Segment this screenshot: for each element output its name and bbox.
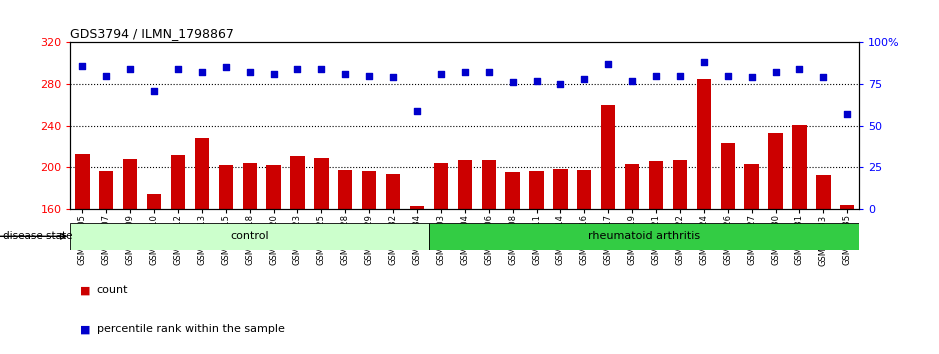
Text: control: control xyxy=(230,231,269,241)
Point xyxy=(553,81,568,87)
Point xyxy=(194,70,209,75)
Point xyxy=(505,80,520,85)
Bar xyxy=(123,159,137,209)
Text: percentile rank within the sample: percentile rank within the sample xyxy=(97,324,285,334)
Bar xyxy=(171,155,185,209)
Point xyxy=(314,66,329,72)
Bar xyxy=(697,79,711,209)
Point xyxy=(434,71,449,77)
Point xyxy=(839,111,854,117)
Point xyxy=(768,70,783,75)
Point xyxy=(649,73,664,79)
Point xyxy=(457,70,472,75)
Point xyxy=(601,61,616,67)
Bar xyxy=(146,194,162,209)
Bar xyxy=(386,173,400,209)
Point xyxy=(218,64,233,70)
Point xyxy=(672,73,687,79)
Bar xyxy=(649,161,663,209)
Bar xyxy=(553,169,567,209)
Point xyxy=(744,75,759,80)
Bar xyxy=(194,138,209,209)
Bar xyxy=(290,156,304,209)
Point xyxy=(362,73,377,79)
Text: ■: ■ xyxy=(80,285,90,295)
Point xyxy=(290,66,305,72)
Point xyxy=(242,70,257,75)
Bar xyxy=(505,172,520,209)
Bar xyxy=(75,154,89,209)
Bar xyxy=(768,133,783,209)
Bar xyxy=(720,143,735,209)
Text: rheumatoid arthritis: rheumatoid arthritis xyxy=(588,231,700,241)
Point xyxy=(624,78,639,84)
Text: ■: ■ xyxy=(80,324,90,334)
Bar xyxy=(267,165,281,209)
Point xyxy=(792,66,807,72)
Text: count: count xyxy=(97,285,129,295)
Bar xyxy=(793,125,807,209)
Point xyxy=(529,78,544,84)
Point xyxy=(816,75,831,80)
Point xyxy=(123,66,138,72)
Bar xyxy=(530,171,544,209)
Bar xyxy=(745,164,759,209)
Bar xyxy=(434,163,448,209)
Bar xyxy=(482,160,496,209)
Bar xyxy=(338,170,352,209)
Bar xyxy=(672,160,687,209)
Point xyxy=(338,71,353,77)
Point xyxy=(720,73,735,79)
Point xyxy=(481,70,496,75)
Bar xyxy=(816,175,830,209)
Bar xyxy=(625,164,639,209)
Bar xyxy=(601,105,615,209)
Point xyxy=(266,71,281,77)
Bar xyxy=(840,205,854,209)
Bar xyxy=(315,158,329,209)
Point xyxy=(409,108,424,114)
Bar xyxy=(70,223,429,250)
Bar xyxy=(242,163,257,209)
Point xyxy=(146,88,162,93)
Text: GDS3794 / ILMN_1798867: GDS3794 / ILMN_1798867 xyxy=(70,27,235,40)
Bar xyxy=(362,171,377,209)
Point xyxy=(577,76,592,82)
Point xyxy=(75,63,90,69)
Point xyxy=(99,73,114,79)
Bar xyxy=(100,171,114,209)
Bar xyxy=(409,206,424,209)
Bar xyxy=(429,223,859,250)
Point xyxy=(697,59,712,65)
Bar xyxy=(457,160,472,209)
Text: disease state: disease state xyxy=(3,231,72,241)
Bar xyxy=(577,170,592,209)
Bar xyxy=(219,165,233,209)
Point xyxy=(171,66,186,72)
Point xyxy=(386,75,401,80)
